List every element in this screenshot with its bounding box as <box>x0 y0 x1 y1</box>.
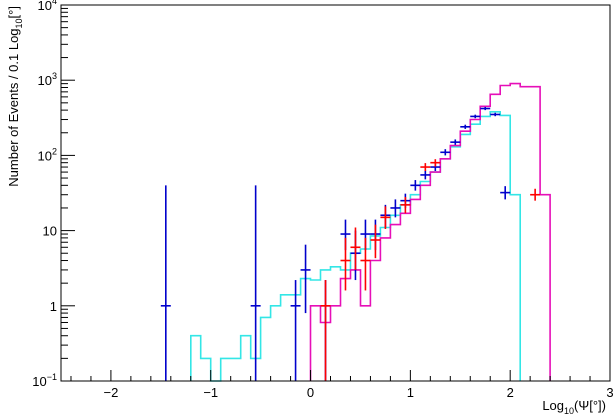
y-tick-label-exponent: 2 <box>52 146 57 156</box>
data-point-3-9 <box>530 188 541 201</box>
y-tick-label: 10 <box>43 224 57 239</box>
y-tick-label-base: 10 <box>32 374 46 389</box>
data-point-2-12 <box>410 180 421 191</box>
data-point-2-17 <box>460 124 471 129</box>
data-point-3-0 <box>320 280 331 381</box>
data-point-2-20 <box>490 112 501 117</box>
data-point-3-2 <box>350 227 361 270</box>
data-point-2-19 <box>480 106 491 111</box>
y-tick-label-exponent: 4 <box>52 0 57 6</box>
y-axis-title: Number of Events / 0.1 Log10[°] <box>6 6 24 187</box>
data-point-3-1 <box>340 237 351 291</box>
y-tick-label: 104 <box>38 0 57 13</box>
data-point-2-16 <box>450 139 461 145</box>
data-point-3-5 <box>380 206 391 230</box>
y-axis-title-pre: Number of Events / 0.1 Log <box>6 28 21 186</box>
y-axis-title-sub: 10 <box>14 18 24 28</box>
series-layer <box>160 82 551 382</box>
x-tick-label: −1 <box>203 385 218 400</box>
data-point-2-0 <box>160 185 171 381</box>
y-tick-label: 1 <box>50 299 57 314</box>
y-tick-label-exponent: −1 <box>47 372 57 382</box>
step-histogram-1 <box>309 82 551 381</box>
data-point-3-8 <box>430 159 441 167</box>
step-histogram-0 <box>190 111 521 382</box>
y-tick-label-base: 10 <box>43 224 57 239</box>
data-point-2-21 <box>500 186 511 200</box>
data-point-2-2 <box>290 280 301 381</box>
y-tick-label-base: 10 <box>38 148 52 163</box>
y-tick-label: 102 <box>38 146 57 163</box>
x-tick-label: 0 <box>307 385 314 400</box>
x-axis-title-sub: 10 <box>564 406 574 416</box>
y-tick-label-base: 1 <box>50 299 57 314</box>
data-point-2-3 <box>300 244 311 314</box>
y-tick-label: 10−1 <box>32 372 57 389</box>
data-point-2-10 <box>390 199 401 218</box>
y-tick-label-exponent: 3 <box>52 71 57 81</box>
x-axis-title: Log10(Ψ[°]) <box>542 398 606 416</box>
data-point-2-15 <box>440 149 451 156</box>
y-tick-label-base: 10 <box>38 0 52 13</box>
x-axis-title-pre: Log <box>542 398 564 413</box>
y-tick-label-base: 10 <box>38 73 52 88</box>
data-point-2-18 <box>470 114 481 119</box>
x-tick-label: −2 <box>103 385 118 400</box>
data-point-3-6 <box>400 196 411 214</box>
data-point-2-1 <box>250 185 261 381</box>
y-axis-title-post: [°] <box>6 6 21 18</box>
x-tick-label: 2 <box>507 385 514 400</box>
x-axis-title-post: (Ψ[°]) <box>574 398 606 413</box>
data-point-3-7 <box>420 163 431 172</box>
x-tick-label: 3 <box>606 385 613 400</box>
y-tick-label: 103 <box>38 71 57 88</box>
data-point-2-13 <box>420 170 431 180</box>
data-point-3-3 <box>360 237 371 291</box>
data-point-3-4 <box>370 224 381 259</box>
x-tick-label: 1 <box>407 385 414 400</box>
